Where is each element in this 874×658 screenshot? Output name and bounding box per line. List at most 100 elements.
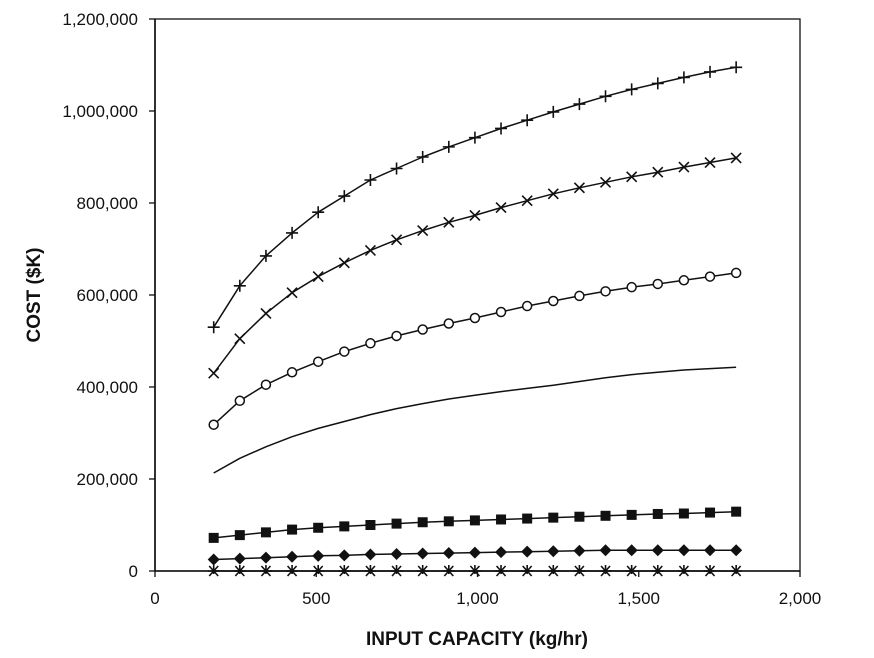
circle-marker (339, 346, 350, 357)
square-marker (652, 508, 663, 519)
diamond-marker (390, 547, 403, 560)
square-marker (522, 513, 533, 524)
square-marker (234, 530, 245, 541)
y-tick-label: 200,000 (77, 470, 138, 489)
square-marker (313, 522, 324, 533)
series-5-square (208, 506, 742, 543)
circle-marker (678, 275, 690, 286)
y-axis-ticks: 0 200,000 400,000 600,000 800,000 1,000,000 1,… (62, 10, 155, 581)
diamond-marker (704, 544, 717, 557)
asterisk-marker (599, 565, 612, 577)
circle-marker (495, 306, 507, 318)
circle-marker (600, 286, 611, 297)
circle-marker (417, 324, 428, 335)
circle-marker (208, 419, 219, 430)
asterisk-marker (286, 565, 299, 577)
series-line (213, 272, 737, 426)
diamond-marker (259, 551, 272, 564)
square-marker (365, 520, 376, 530)
square-marker (287, 524, 298, 535)
x-marker (626, 171, 638, 183)
plus-marker (495, 122, 508, 135)
circle-marker (574, 290, 585, 302)
asterisk-marker (338, 565, 351, 577)
x-tick-label: 500 (302, 589, 330, 608)
plus-marker (233, 279, 246, 292)
x-tick-label: 2,000 (779, 589, 822, 608)
y-tick-label: 600,000 (77, 286, 138, 305)
x-marker (443, 216, 455, 228)
circle-marker (260, 379, 272, 390)
asterisk-marker (312, 565, 325, 577)
y-axis-title: COST ($K) (24, 248, 45, 343)
asterisk-marker (207, 565, 220, 577)
plus-marker (416, 151, 429, 163)
y-tick-label: 1,200,000 (62, 10, 138, 29)
x-marker (234, 333, 246, 345)
square-marker (260, 527, 271, 538)
x-marker (469, 209, 481, 221)
y-tick-label: 0 (129, 562, 138, 581)
diamond-marker (495, 546, 508, 559)
x-marker (678, 161, 690, 173)
series-line (213, 157, 737, 374)
asterisk-marker (704, 565, 717, 577)
x-marker (208, 367, 220, 379)
square-marker (391, 518, 402, 529)
plus-marker (730, 61, 743, 74)
plus-marker (599, 90, 612, 103)
square-marker (600, 510, 611, 521)
asterisk-marker (442, 565, 455, 577)
x-marker (417, 225, 429, 237)
plus-marker (207, 321, 220, 334)
x-marker (286, 287, 298, 299)
diamond-marker (547, 545, 560, 558)
asterisk-marker (730, 565, 743, 577)
plus-marker (390, 162, 403, 175)
square-marker (339, 521, 350, 532)
x-tick-label: 0 (150, 589, 159, 608)
series-6-diamond (207, 544, 743, 566)
x-marker (521, 195, 533, 207)
x-marker (704, 156, 716, 169)
asterisk-marker (416, 565, 429, 577)
x-marker (652, 166, 664, 178)
asterisk-marker (390, 565, 403, 577)
plus-marker (573, 98, 586, 111)
diamond-marker (651, 544, 664, 557)
diamond-marker (677, 544, 690, 557)
diamond-marker (233, 552, 246, 565)
circle-marker (443, 318, 455, 329)
square-marker (548, 512, 559, 523)
diamond-marker (338, 549, 351, 562)
asterisk-marker (495, 565, 508, 577)
series-2-x (208, 152, 742, 379)
plus-marker (677, 71, 690, 84)
plus-marker (547, 105, 560, 118)
diamond-marker (207, 553, 220, 566)
circle-marker (391, 330, 402, 342)
plus-marker (338, 190, 351, 203)
series-3-circle (208, 267, 742, 430)
diamond-marker (286, 550, 299, 563)
circle-marker (234, 395, 246, 407)
x-marker (730, 152, 742, 164)
plus-marker (468, 131, 481, 144)
diamond-marker (416, 547, 429, 560)
plus-marker (312, 206, 325, 219)
series-layer (207, 61, 743, 577)
y-tick-label: 800,000 (77, 194, 138, 213)
asterisk-marker (259, 565, 272, 577)
circle-marker (652, 278, 664, 290)
square-marker (626, 509, 637, 520)
x-marker (390, 234, 403, 246)
plus-marker (442, 140, 455, 153)
x-marker (338, 257, 350, 269)
x-tick-label: 1,500 (617, 589, 660, 608)
plus-marker (651, 77, 664, 90)
circle-marker (521, 300, 533, 312)
diamond-marker (312, 549, 325, 562)
square-marker (574, 511, 585, 522)
diamond-marker (442, 547, 455, 560)
square-marker (731, 506, 742, 517)
